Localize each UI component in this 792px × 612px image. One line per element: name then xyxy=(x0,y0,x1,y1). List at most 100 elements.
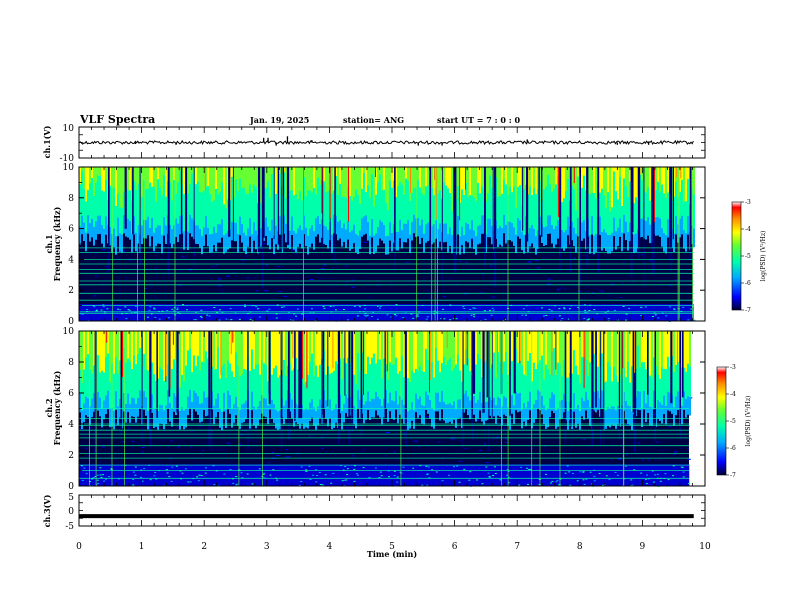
spec-column xyxy=(415,167,417,219)
low-band-speckle xyxy=(276,479,279,481)
spec-noise-dot xyxy=(676,426,679,427)
low-band-speckle xyxy=(322,305,325,307)
spec-column-upper xyxy=(371,167,373,174)
spec-column-upper xyxy=(143,331,145,354)
low-band-speckle xyxy=(180,478,183,480)
low-band-speckle xyxy=(187,481,190,483)
spec-column-upper xyxy=(371,331,373,358)
spec-column-upper xyxy=(165,167,167,197)
low-band-speckle xyxy=(363,314,366,316)
spec-column xyxy=(339,167,341,221)
spec-column xyxy=(325,167,327,227)
spec-column-upper xyxy=(433,167,435,196)
spec-column xyxy=(151,331,153,395)
low-band-speckle xyxy=(365,315,368,317)
spec-column-upper xyxy=(389,331,391,363)
spec-column-upper xyxy=(453,331,455,368)
spec-column-upper xyxy=(415,331,417,369)
spec-column-upper xyxy=(159,167,161,188)
figure-title: VLF Spectra xyxy=(79,113,155,126)
spec-column-upper xyxy=(687,167,689,179)
spec-dropout xyxy=(124,167,127,229)
low-band-speckle xyxy=(199,315,202,317)
spec-column-upper xyxy=(197,167,199,182)
spec-noise-dot xyxy=(629,265,631,266)
spec-noise-dot xyxy=(321,447,324,449)
spec-noise-dot xyxy=(203,411,205,413)
low-band-speckle xyxy=(189,481,192,483)
spec-column-upper xyxy=(473,167,475,198)
spec-column xyxy=(475,331,477,403)
spec-noise-dot xyxy=(624,248,628,250)
low-band-speckle xyxy=(102,306,105,308)
ch1-spec-channel-label: ch.1 xyxy=(44,234,54,253)
spec-noise-dot xyxy=(546,283,551,285)
spec-column-upper xyxy=(239,167,241,179)
spec-column xyxy=(101,167,103,226)
spec-column xyxy=(203,167,205,228)
spec-noise-dot xyxy=(487,238,489,240)
spec-column-upper xyxy=(685,167,687,202)
spec-column xyxy=(113,167,115,229)
spec-column-upper xyxy=(319,167,321,185)
low-band-speckle xyxy=(489,309,491,311)
spec-column-upper xyxy=(215,331,217,369)
colorbar-tick-label: -7 xyxy=(745,307,751,314)
spec-column-upper xyxy=(231,167,233,177)
spec-column-upper xyxy=(117,167,119,194)
spec-column-upper xyxy=(433,331,435,378)
low-band-speckle xyxy=(229,469,232,470)
spec-column xyxy=(457,331,459,400)
spec-noise-dot xyxy=(435,256,439,257)
spec-column xyxy=(435,331,437,393)
spec-column xyxy=(485,331,487,403)
spec-ytick-label: 8 xyxy=(68,358,74,368)
spec-noise-dot xyxy=(548,278,551,280)
spec-noise-dot xyxy=(426,290,429,292)
spec-column xyxy=(189,167,191,215)
spec-noise-dot xyxy=(346,427,350,429)
spec-column-upper xyxy=(171,331,173,369)
spec-noise-dot xyxy=(670,285,672,286)
spec-column xyxy=(491,167,493,226)
spec-column xyxy=(235,167,237,223)
spec-column-upper xyxy=(131,167,133,201)
spec-column-upper xyxy=(449,167,451,193)
low-band-speckle xyxy=(625,319,627,321)
low-band-speckle xyxy=(388,476,390,478)
spec-column xyxy=(89,167,91,224)
low-band-speckle xyxy=(148,309,151,311)
spec-column-upper xyxy=(617,331,619,382)
spec-column xyxy=(527,331,529,402)
spec-column xyxy=(95,167,97,222)
spec-noise-dot xyxy=(93,295,97,297)
spec-column-upper xyxy=(365,331,367,374)
spec-column-upper xyxy=(89,331,91,370)
spec-column xyxy=(187,167,189,232)
low-band-speckle xyxy=(204,472,207,474)
low-band-speckle xyxy=(235,476,238,477)
spec-column-upper xyxy=(237,331,239,366)
spec-column xyxy=(667,331,669,392)
spec-column-upper xyxy=(79,167,81,185)
spec-column-upper xyxy=(233,331,235,377)
low-band-speckle xyxy=(154,472,157,473)
spec-column xyxy=(419,167,421,226)
spec-column-upper xyxy=(639,331,641,368)
spec-column-upper xyxy=(557,331,559,363)
spec-column-upper xyxy=(303,331,305,385)
spec-column xyxy=(255,167,257,231)
spec-column-upper xyxy=(179,331,181,388)
spec-column-upper xyxy=(451,167,453,212)
spec-column-upper xyxy=(247,167,249,194)
spec-column xyxy=(475,167,477,237)
spec-noise-dot xyxy=(125,278,128,280)
low-band-speckle xyxy=(639,315,642,317)
spec-column-upper xyxy=(83,167,85,190)
low-band-speckle xyxy=(556,479,559,481)
spec-column-upper xyxy=(547,331,549,370)
low-band-speckle xyxy=(672,465,675,467)
spec-column-upper xyxy=(587,331,589,376)
spec-noise-dot xyxy=(598,290,602,292)
